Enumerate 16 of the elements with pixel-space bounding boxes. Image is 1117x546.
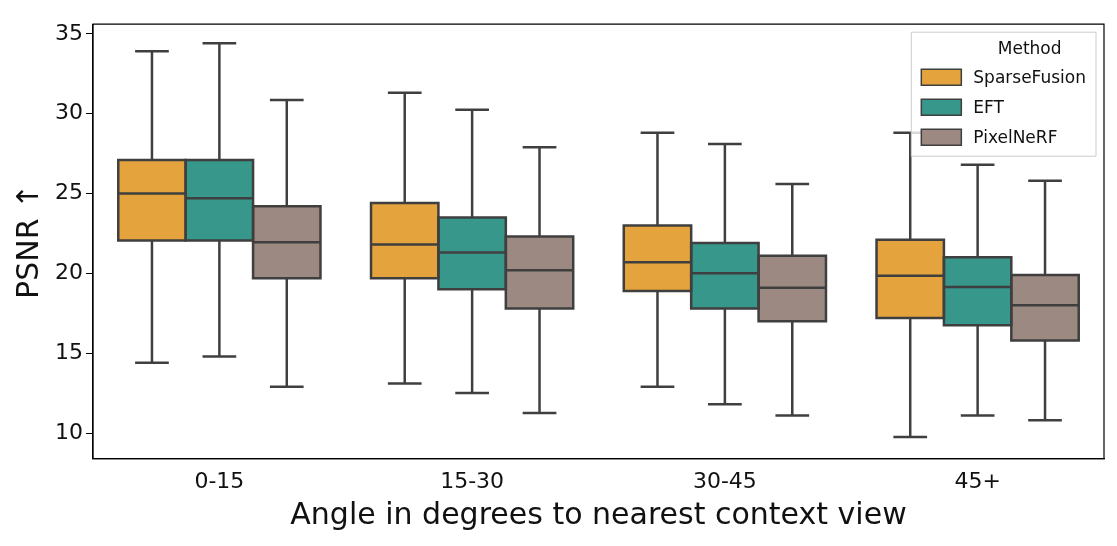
y-tick-label: 20 xyxy=(54,259,83,285)
legend-label: PixelNeRF xyxy=(973,126,1058,147)
x-tick-label: 0-15 xyxy=(194,467,245,493)
legend-label: EFT xyxy=(973,96,1005,117)
y-tick-label: 10 xyxy=(54,418,83,444)
legend-label: SparseFusion xyxy=(973,66,1086,87)
legend-title: Method xyxy=(997,37,1062,58)
x-tick-label: 30-45 xyxy=(692,467,757,493)
y-tick-label: 15 xyxy=(54,338,83,364)
y-tick-label: 35 xyxy=(54,19,83,45)
x-axis-title: Angle in degrees to nearest context view xyxy=(290,495,907,531)
x-tick-label: 45+ xyxy=(954,467,1001,493)
y-tick-label: 25 xyxy=(54,179,83,205)
y-tick-label: 30 xyxy=(54,99,83,125)
x-tick-label: 15-30 xyxy=(440,467,505,493)
y-axis-title: PSNR ↑ xyxy=(9,183,45,299)
